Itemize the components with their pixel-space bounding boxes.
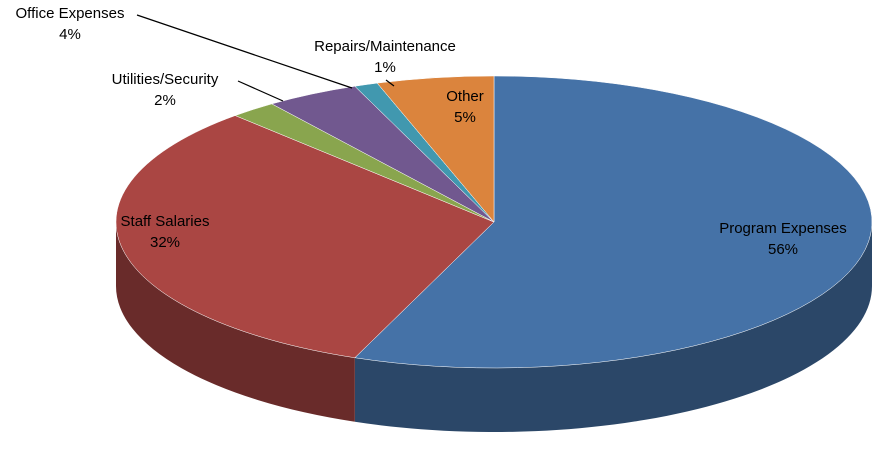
slice-label: Office Expenses 4% — [16, 5, 125, 43]
leader-line — [237, 80, 284, 102]
category-label: Utilities/Security — [112, 71, 219, 88]
value-label: 4% — [59, 26, 81, 43]
pie-side — [116, 222, 355, 422]
category-label: Other — [446, 88, 484, 105]
category-label: Staff Salaries — [121, 213, 210, 230]
slice-label: Repairs/Maintenance 1% — [314, 38, 456, 76]
leader-line — [385, 79, 395, 87]
pie-slice — [354, 75, 873, 369]
value-label: 1% — [374, 59, 396, 76]
category-label: Program Expenses — [719, 220, 847, 237]
pie-side — [354, 222, 873, 433]
pie-slice — [115, 115, 495, 359]
pie-slice — [376, 75, 495, 223]
value-label: 56% — [768, 241, 798, 258]
category-label: Repairs/Maintenance — [314, 38, 456, 55]
slice-label: Utilities/Security 2% — [112, 71, 219, 109]
value-label: 5% — [454, 109, 476, 126]
slice-label: Other 5% — [446, 88, 484, 126]
category-label: Office Expenses — [16, 5, 125, 22]
slice-label: Staff Salaries 32% — [121, 213, 210, 251]
slice-label: Program Expenses 56% — [719, 220, 847, 258]
value-label: 2% — [154, 92, 176, 109]
value-label: 32% — [150, 234, 180, 251]
leader-line — [136, 14, 353, 89]
